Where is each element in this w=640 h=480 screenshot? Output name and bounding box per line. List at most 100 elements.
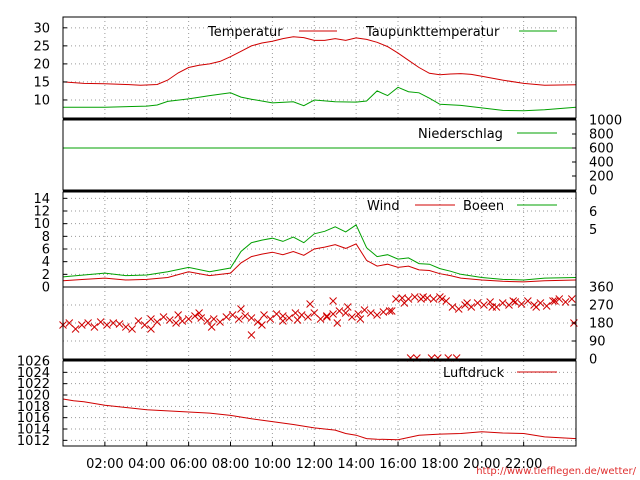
wind-direction-point <box>65 319 74 327</box>
wind-direction-point <box>272 310 281 318</box>
wind-direction-point <box>203 317 212 325</box>
wind-direction-point <box>191 312 199 320</box>
wind-direction-point <box>184 315 193 323</box>
wind_direction-y-tick-label: 180 <box>589 317 614 332</box>
wind-direction-point <box>523 297 532 305</box>
wind-direction-point <box>279 317 287 325</box>
x-tick-label: 22:00 <box>505 457 542 472</box>
x-tick-label: 16:00 <box>379 457 416 472</box>
wind-direction-point <box>356 315 365 323</box>
wind-direction-point <box>258 321 266 329</box>
panel-frames <box>62 16 577 447</box>
temperature-series-line <box>62 36 577 86</box>
wind-direction-point <box>429 295 438 303</box>
x-tick-label: 04:00 <box>128 457 165 472</box>
temperature-y-tick-label: 30 <box>33 21 50 36</box>
wind-direction-point <box>354 310 363 318</box>
x-tick-label: 02:00 <box>86 457 123 472</box>
pressure-y-tick-label: 1020 <box>17 389 50 404</box>
x-tick-label: 20:00 <box>463 457 500 472</box>
wind-direction-point <box>463 299 471 307</box>
wind_direction-y-tick-label: 270 <box>589 299 614 314</box>
wind-y-tick-label: 4 <box>42 255 50 270</box>
wind-direction-point <box>247 314 256 322</box>
wind-direction-point <box>448 303 457 311</box>
wind-direction-point <box>235 315 243 323</box>
legend-boeen-label: Boeen <box>463 199 504 214</box>
wind-y-tick-label: 12 <box>33 205 50 220</box>
wind-direction-point <box>109 319 118 327</box>
wind-direction-point <box>400 299 409 307</box>
pressure-y-tick-label: 1012 <box>17 434 50 449</box>
temperature-series-line <box>63 86 577 112</box>
wind-direction-point <box>532 303 541 311</box>
legend-niederschlag-label: Niederschlag <box>418 127 503 142</box>
wind-direction-point <box>134 317 143 325</box>
wind-direction-point <box>71 325 80 333</box>
wind-direction-point <box>260 311 268 319</box>
wind-direction-point <box>316 315 325 323</box>
wind-direction-point <box>517 300 526 308</box>
wind-direction-point <box>385 307 394 315</box>
wind-direction-point <box>498 299 507 307</box>
wind-series-line <box>62 243 577 283</box>
wind-direction-point <box>216 318 224 326</box>
temperature-y-tick-label: 10 <box>33 93 50 108</box>
wind-direction-point <box>297 311 306 319</box>
x-tick-label: 12:00 <box>296 457 333 472</box>
wind-direction-point <box>147 325 155 333</box>
wind_direction-y-tick-label: 360 <box>589 281 614 296</box>
wind-direction-point <box>410 293 419 301</box>
temperature-y-tick-label: 15 <box>33 75 50 90</box>
pressure-series-line <box>62 398 577 441</box>
wind-direction-point <box>140 321 149 329</box>
wind-direction-point <box>285 314 293 322</box>
wind-direction-point <box>115 320 124 328</box>
wind-direction-point <box>84 319 92 327</box>
wind-direction-point <box>341 309 350 317</box>
wind-direction-point <box>419 293 428 301</box>
wind-direction-point <box>128 325 136 333</box>
wind-direction-point <box>247 331 256 339</box>
wind-direction-point <box>197 314 206 322</box>
wind-direction-point <box>360 306 369 314</box>
wind-direction-point <box>304 313 312 321</box>
wind-direction-point <box>306 300 314 308</box>
wind-direction-point <box>172 319 180 327</box>
wind-direction-point <box>178 317 187 325</box>
wind-direction-point <box>442 297 451 305</box>
wind-direction-point <box>228 311 237 319</box>
precipitation-y-tick-label: 400 <box>589 156 614 171</box>
wind-direction-point <box>335 307 344 315</box>
wind-direction-point <box>555 295 564 303</box>
x-tick-label: 08:00 <box>212 457 249 472</box>
legend-taupunkt-label: Taupunkttemperatur <box>365 25 500 40</box>
wind-direction-point <box>121 323 130 331</box>
wind-direction-point <box>237 305 245 313</box>
wind-direction-point <box>96 318 105 326</box>
wind-direction-point <box>509 297 518 305</box>
wind_direction-y-tick-label: 90 <box>589 335 606 350</box>
wind-direction-point <box>392 295 400 303</box>
wind-y-tick-label: 6 <box>42 243 50 258</box>
precipitation-y-tick-label: 600 <box>589 142 614 157</box>
wind-direction-point <box>379 308 388 316</box>
wind-direction-point <box>454 305 463 313</box>
wind-direction-point <box>343 303 352 311</box>
wind-direction-point <box>222 313 231 321</box>
wind-direction-point <box>165 316 174 324</box>
wind-direction-point <box>329 310 337 318</box>
wind-y-tick-label: 10 <box>33 217 50 232</box>
wind-direction-point <box>195 309 203 317</box>
source-url[interactable]: http://www.tiefflegen.de/wetter/ <box>476 466 636 477</box>
wind-direction-point <box>561 298 570 306</box>
wind-direction-point <box>492 303 501 311</box>
wind-direction-point <box>488 303 497 311</box>
legend-luftdruck-label: Luftdruck <box>443 366 505 381</box>
wind-y-tick-label: 0 <box>42 281 50 296</box>
wind-direction-point <box>291 309 300 317</box>
wind-direction-point <box>310 309 319 317</box>
wind-direction-point <box>77 321 86 329</box>
wind-direction-point <box>549 297 557 305</box>
wind-direction-point <box>266 315 275 323</box>
